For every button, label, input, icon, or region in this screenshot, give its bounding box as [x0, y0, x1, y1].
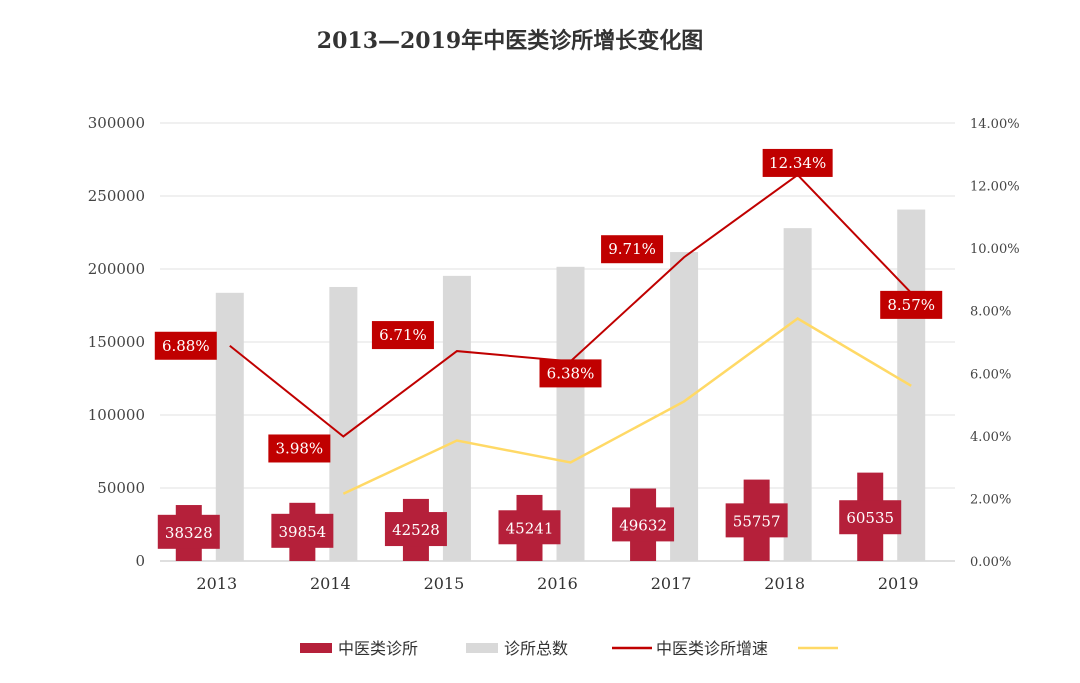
legend-label: 中医类诊所 — [338, 639, 418, 658]
right-axis: 0.00% 2.00% 4.00% 6.00% 8.00% 10.00% 12.00% 14.… — [970, 117, 1020, 570]
legend-label: 中医类诊所增速 — [656, 639, 768, 658]
rate-label-text: 3.98% — [276, 439, 324, 457]
tcm-bar: 45241 — [498, 494, 561, 561]
legend-item: 中医类诊所增速 — [612, 639, 768, 658]
total-bar — [556, 266, 585, 561]
rate-label-box — [371, 321, 434, 350]
legend-item: 中医类诊所 — [300, 639, 418, 658]
tcm-bar-horizontal — [725, 503, 788, 538]
tcm-value-label: 45241 — [506, 519, 554, 537]
rate-label-text: 8.57% — [887, 296, 935, 314]
rate-label-box — [880, 290, 943, 319]
left-tick-label: 300000 — [88, 114, 145, 132]
tcm-bar: 60535 — [839, 472, 902, 561]
tcm-value-label: 42528 — [392, 521, 440, 539]
tcm-bar: 39854 — [271, 502, 334, 561]
right-tick-label: 0.00% — [970, 555, 1011, 570]
category-label: 2014 — [310, 574, 351, 593]
total-bar — [783, 228, 812, 561]
left-tick-label: 50000 — [97, 479, 145, 497]
tcm-bar-horizontal — [839, 500, 902, 535]
category-label: 2013 — [196, 574, 237, 593]
tcm-bar-horizontal — [384, 512, 447, 547]
legend-swatch — [300, 643, 332, 653]
legend: 中医类诊所 诊所总数 中医类诊所增速 — [300, 639, 838, 658]
right-tick-label: 2.00% — [970, 492, 1011, 507]
total-bar — [215, 292, 244, 561]
tcm-bar: 38328 — [157, 505, 220, 561]
tcm-value-label: 55757 — [733, 512, 781, 530]
rate-label-box — [601, 235, 664, 264]
total-bar — [329, 286, 358, 561]
rate-label-box — [539, 359, 602, 388]
rate-labels: 6.88% 3.98% 6.71% 6.38% 9.71% 12.34% 8.57% — [154, 148, 943, 463]
tcm-bar-horizontal — [498, 510, 561, 545]
chart-title: 2013—2019年中医类诊所增长变化图 — [317, 28, 703, 54]
tcm-bar: 55757 — [725, 479, 788, 561]
tcm-bars: 38328 39854 42528 45241 49632 55757 60535 — [157, 472, 902, 561]
category-label: 2016 — [537, 574, 578, 593]
tcm-value-label: 60535 — [846, 509, 894, 527]
right-tick-label: 10.00% — [970, 242, 1020, 257]
yellow-line — [342, 317, 912, 495]
left-tick-label: 0 — [135, 552, 145, 570]
left-tick-label: 100000 — [88, 406, 145, 424]
tcm-bar: 42528 — [384, 498, 447, 561]
rate-label: 6.38% — [539, 359, 602, 388]
legend-label: 诊所总数 — [504, 639, 568, 658]
tcm-value-label: 38328 — [165, 524, 213, 542]
category-label: 2019 — [878, 574, 919, 593]
tcm-bar-horizontal — [157, 514, 220, 549]
rate-label: 9.71% — [601, 235, 664, 264]
rate-label-text: 6.38% — [547, 364, 595, 382]
category-label: 2017 — [651, 574, 692, 593]
tcm-value-label: 49632 — [619, 516, 667, 534]
rate-label-text: 12.34% — [769, 154, 826, 172]
rate-label-text: 6.88% — [162, 337, 210, 355]
rate-label: 8.57% — [880, 290, 943, 319]
rate-label-text: 9.71% — [608, 240, 656, 258]
tcm-bar-horizontal — [612, 507, 675, 542]
category-label: 2015 — [424, 574, 465, 593]
rate-label: 12.34% — [762, 148, 833, 177]
legend-item: 诊所总数 — [466, 639, 568, 658]
right-tick-label: 14.00% — [970, 117, 1020, 132]
tcm-bar-horizontal — [271, 513, 334, 548]
legend-swatch — [466, 643, 498, 653]
left-axis: 0 50000 100000 150000 200000 250000 300000 — [88, 114, 145, 570]
right-tick-label: 4.00% — [970, 430, 1011, 445]
total-bar — [442, 275, 471, 561]
tcm-bar: 49632 — [612, 488, 675, 561]
rate-label-box — [268, 434, 331, 463]
category-label: 2018 — [764, 574, 805, 593]
right-tick-label: 12.00% — [970, 180, 1020, 195]
rate-label: 3.98% — [268, 434, 331, 463]
rate-label-text: 6.71% — [379, 326, 427, 344]
left-tick-label: 250000 — [88, 187, 145, 205]
category-labels: 2013 2014 2015 2016 2017 2018 2019 — [196, 574, 918, 593]
rate-label: 6.88% — [154, 331, 217, 360]
left-tick-label: 150000 — [88, 333, 145, 351]
total-bars — [215, 209, 926, 561]
left-tick-label: 200000 — [88, 260, 145, 278]
rate-label-box — [762, 148, 833, 177]
rate-label-box — [154, 331, 217, 360]
rate-label: 6.71% — [371, 321, 434, 350]
right-tick-label: 6.00% — [970, 367, 1011, 382]
tcm-value-label: 39854 — [278, 523, 326, 541]
right-tick-label: 8.00% — [970, 305, 1011, 320]
